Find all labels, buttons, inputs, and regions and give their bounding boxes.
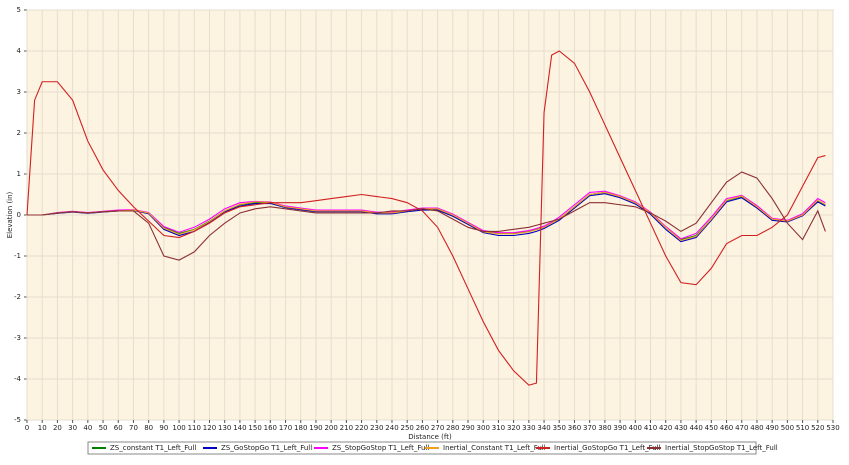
y-tick-label: 2 — [17, 129, 21, 137]
x-tick-label: 100 — [172, 424, 185, 432]
x-tick-label: 430 — [674, 424, 687, 432]
legend — [87, 441, 757, 455]
x-tick-label: 270 — [431, 424, 444, 432]
x-tick-label: 50 — [99, 424, 108, 432]
y-tick-label: -1 — [14, 252, 21, 260]
legend-label: ZS_StopGoStop T1_Left_Full — [332, 444, 429, 452]
x-tick-label: 70 — [129, 424, 138, 432]
x-tick-label: 380 — [598, 424, 611, 432]
x-tick-label: 460 — [720, 424, 733, 432]
x-tick-label: 200 — [324, 424, 337, 432]
x-tick-label: 400 — [629, 424, 642, 432]
x-tick-label: 60 — [114, 424, 123, 432]
x-tick-label: 110 — [188, 424, 201, 432]
series-line — [27, 171, 826, 261]
legend-label: Inertial_Constant T1_Left_Full — [443, 444, 546, 452]
x-tick-label: 480 — [750, 424, 763, 432]
x-tick-label: 410 — [644, 424, 657, 432]
x-tick-label: 30 — [68, 424, 77, 432]
x-tick-label: 220 — [355, 424, 368, 432]
y-tick-label: -3 — [14, 334, 21, 342]
y-tick-label: 3 — [17, 88, 21, 96]
x-tick-label: 500 — [781, 424, 794, 432]
x-tick-label: 530 — [826, 424, 839, 432]
x-tick-label: 130 — [218, 424, 231, 432]
x-tick-label: 250 — [401, 424, 414, 432]
x-tick-label: 0 — [25, 424, 29, 432]
x-tick-label: 170 — [279, 424, 292, 432]
x-tick-label: 80 — [144, 424, 153, 432]
x-tick-label: 420 — [659, 424, 672, 432]
x-tick-label: 20 — [53, 424, 62, 432]
x-tick-label: 300 — [477, 424, 490, 432]
x-tick-label: 230 — [370, 424, 383, 432]
x-tick-label: 150 — [248, 424, 261, 432]
x-tick-label: 240 — [385, 424, 398, 432]
series-line — [26, 50, 826, 386]
x-tick-label: 280 — [446, 424, 459, 432]
series-line — [27, 190, 826, 240]
x-tick-label: 340 — [537, 424, 550, 432]
y-tick-label: 0 — [17, 211, 21, 219]
x-tick-label: 310 — [492, 424, 505, 432]
x-tick-label: 120 — [203, 424, 216, 432]
x-tick-label: 290 — [461, 424, 474, 432]
x-tick-label: 160 — [264, 424, 277, 432]
y-tick-label: 5 — [17, 6, 21, 14]
x-tick-label: 210 — [340, 424, 353, 432]
series-line — [27, 193, 826, 243]
legend-label: ZS_constant T1_Left_Full — [110, 444, 196, 452]
x-tick-label: 470 — [735, 424, 748, 432]
legend-label: Inertial_StopGoStop T1_Left_Full — [665, 444, 778, 452]
y-tick-label: 4 — [17, 47, 22, 55]
x-tick-label: 490 — [765, 424, 778, 432]
x-tick-label: 350 — [553, 424, 566, 432]
x-tick-label: 40 — [83, 424, 92, 432]
x-tick-label: 390 — [613, 424, 626, 432]
y-tick-label: 1 — [17, 170, 21, 178]
x-tick-label: 440 — [689, 424, 702, 432]
x-tick-label: 90 — [159, 424, 168, 432]
x-tick-label: 510 — [796, 424, 809, 432]
x-tick-label: 360 — [568, 424, 581, 432]
y-tick-label: -2 — [14, 293, 21, 301]
x-tick-label: 180 — [294, 424, 307, 432]
x-tick-label: 140 — [233, 424, 246, 432]
legend-label: Inertial_GoStopGo T1_Left_Full — [554, 444, 661, 452]
x-tick-label: 260 — [416, 424, 429, 432]
series-line — [27, 191, 826, 242]
legend-label: ZS_GoStopGo T1_Left_Full — [221, 444, 312, 452]
x-tick-label: 450 — [705, 424, 718, 432]
x-axis-title: Distance (ft) — [408, 433, 452, 441]
x-tick-label: 370 — [583, 424, 596, 432]
x-tick-label: 190 — [309, 424, 322, 432]
x-tick-label: 330 — [522, 424, 535, 432]
x-tick-label: 10 — [38, 424, 47, 432]
x-tick-label: 520 — [811, 424, 824, 432]
x-tick-label: 320 — [507, 424, 520, 432]
y-axis-title: Elevation (in) — [6, 191, 14, 238]
y-tick-label: -5 — [14, 416, 21, 424]
y-tick-label: -4 — [14, 375, 22, 383]
